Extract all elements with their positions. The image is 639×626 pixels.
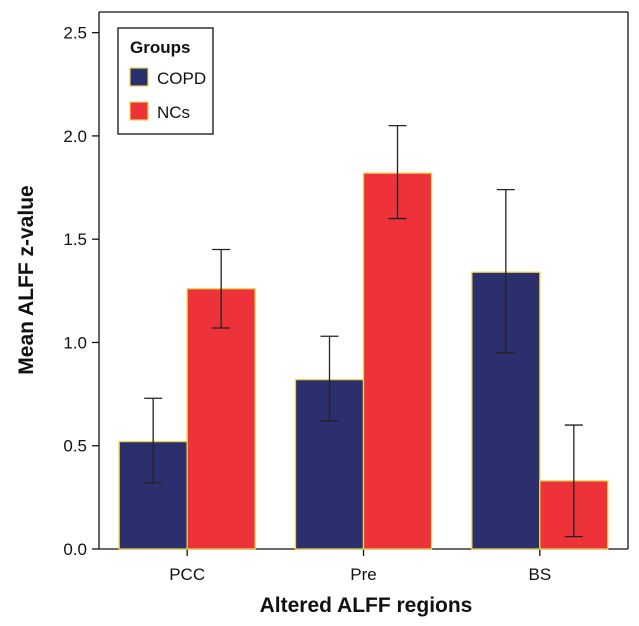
y-tick-label: 1.0 xyxy=(63,333,87,352)
x-tick-label: Pre xyxy=(350,565,376,584)
bars-layer xyxy=(118,172,609,550)
x-axis: PCC Pre BS xyxy=(99,11,629,584)
x-tick-label: BS xyxy=(528,565,551,584)
y-axis-title: Mean ALFF z-value xyxy=(15,185,38,374)
y-tick-label: 1.5 xyxy=(63,230,87,249)
legend-swatch-ncs xyxy=(129,101,149,121)
error-bars-layer xyxy=(144,124,583,538)
x-axis-title: Altered ALFF regions xyxy=(260,594,473,617)
legend: Groups COPD NCs xyxy=(117,27,214,135)
x-tick-label: PCC xyxy=(169,565,205,584)
y-tick-label: 0.0 xyxy=(63,540,87,559)
legend-label-ncs: NCs xyxy=(157,103,190,122)
legend-swatch-copd xyxy=(129,67,149,87)
y-tick-label: 2.0 xyxy=(63,127,87,146)
y-tick-label: 2.5 xyxy=(63,24,87,43)
legend-title: Groups xyxy=(130,38,190,57)
y-tick-label: 0.5 xyxy=(63,437,87,456)
bar-ncs-pre xyxy=(362,172,433,550)
y-axis: 0.0 0.5 1.0 1.5 2.0 2.5 xyxy=(63,12,100,559)
legend-label-copd: COPD xyxy=(157,69,206,88)
